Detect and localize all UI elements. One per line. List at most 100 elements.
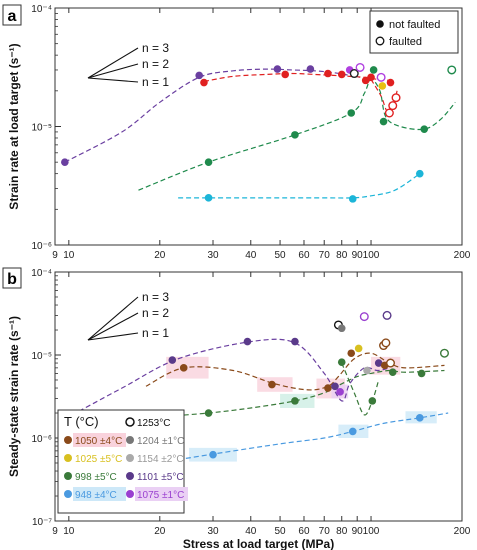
data-point-1 xyxy=(168,356,177,364)
y-tick-label: 10⁻⁵ xyxy=(31,123,52,134)
x-tick-label: 20 xyxy=(154,250,166,261)
x-tick-label: 100 xyxy=(363,250,380,261)
data-point-9 xyxy=(349,69,359,79)
y-axis-label: Steady-state strain rate (s⁻¹) xyxy=(7,316,21,477)
slope-label: n = 3 xyxy=(142,290,169,304)
temp-legend-marker-0 xyxy=(125,417,135,427)
series-line-0 xyxy=(64,68,361,163)
x-tick-label: 60 xyxy=(298,250,310,261)
temp-legend-label: 1050 ±4°C xyxy=(75,436,122,447)
data-point-25 xyxy=(388,368,397,377)
temp-legend-marker-4 xyxy=(126,454,134,462)
data-point-2 xyxy=(243,337,252,346)
data-point-14 xyxy=(376,72,386,82)
y-tick-label: 10⁻⁴ xyxy=(31,4,52,15)
data-point-23 xyxy=(337,358,346,366)
x-tick-label: 30 xyxy=(207,526,219,537)
data-point-7 xyxy=(337,70,346,79)
data-point-26 xyxy=(417,369,426,378)
data-point-28 xyxy=(209,450,217,459)
data-point-28 xyxy=(415,169,424,178)
data-point-11 xyxy=(363,366,371,375)
data-point-23 xyxy=(379,117,388,126)
data-point-17 xyxy=(384,108,394,118)
x-axis-label: Stress at load target (MPa) xyxy=(183,537,334,550)
slope-label: n = 1 xyxy=(142,326,169,340)
legend-box xyxy=(369,10,459,54)
slope-label: n = 1 xyxy=(142,75,169,89)
legend-label: faulted xyxy=(389,36,422,48)
x-tick-label: 50 xyxy=(274,526,286,537)
data-point-21 xyxy=(204,409,213,417)
data-point-1 xyxy=(195,71,203,80)
x-tick-label: 200 xyxy=(454,526,471,537)
data-point-8 xyxy=(336,388,344,396)
data-point-20 xyxy=(204,158,213,166)
data-point-26 xyxy=(204,194,213,202)
x-tick-label: 80 xyxy=(336,250,348,261)
series-line-1 xyxy=(203,72,390,83)
x-tick-label: 80 xyxy=(336,526,348,537)
data-point-6 xyxy=(324,69,332,78)
legend-marker-0 xyxy=(376,20,384,28)
slope-label: n = 3 xyxy=(142,41,169,55)
x-tick-label: 10 xyxy=(63,526,75,537)
data-point-12 xyxy=(374,359,383,367)
series-line-4 xyxy=(178,173,421,199)
x-tick-label: 200 xyxy=(454,250,471,261)
slope-label: n = 2 xyxy=(142,57,169,71)
slope-line-1 xyxy=(87,63,139,79)
data-point-15 xyxy=(378,82,387,90)
data-point-15 xyxy=(337,324,346,333)
temp-legend-bg-7 xyxy=(73,487,126,501)
x-tick-label: 70 xyxy=(319,250,331,261)
x-tick-label: 40 xyxy=(245,526,257,537)
data-point-4 xyxy=(281,70,290,79)
data-point-22 xyxy=(347,109,356,117)
legend-label: not faulted xyxy=(389,19,440,31)
x-tick-label: 50 xyxy=(274,250,286,261)
temp-legend-label: 948 ±4°C xyxy=(75,490,117,501)
data-point-3 xyxy=(273,65,282,73)
data-point-19 xyxy=(391,93,401,103)
data-point-5 xyxy=(268,380,276,389)
data-point-2 xyxy=(200,78,208,87)
panel-b: b 9 10 20 30 40 50 60 70 80 90 100 200 10⁻⁷ 10⁻⁶ 10⁻⁵ 1… xyxy=(2,267,471,550)
temp-legend-label: 1154 ±2°C xyxy=(137,454,184,465)
data-point-20 xyxy=(386,358,396,368)
data-point-25 xyxy=(447,65,457,75)
x-tick-label: 30 xyxy=(207,250,219,261)
data-point-16 xyxy=(359,312,369,322)
panel-a: a 9 10 20 30 40 50 60 70 80 90 100 200 10⁻⁶ 10⁻⁵ 10⁻⁴ S… xyxy=(2,4,471,261)
temp-legend-marker-1 xyxy=(64,436,72,444)
panel-b-letter-box xyxy=(2,267,22,289)
data-point-6 xyxy=(324,384,332,392)
x-tick-label: 70 xyxy=(319,526,331,537)
data-point-22 xyxy=(291,397,299,405)
temp-legend-marker-8 xyxy=(126,490,134,498)
data-point-27 xyxy=(348,195,357,203)
temp-legend-marker-7 xyxy=(64,490,72,498)
data-point-19 xyxy=(381,338,391,348)
data-point-3 xyxy=(291,337,299,346)
temp-legend-bg-1 xyxy=(73,433,126,447)
data-point-9 xyxy=(347,349,356,358)
temp-legend-label: 998 ±5°C xyxy=(75,472,117,483)
temp-legend-title: T (°C) xyxy=(64,414,99,429)
temp-legend-marker-3 xyxy=(64,454,72,462)
temp-legend-label: 1075 ±1°C xyxy=(137,490,184,501)
data-point-17 xyxy=(382,310,392,320)
data-point-21 xyxy=(291,131,299,139)
series-line-3 xyxy=(341,362,380,416)
panel-a-letter-box xyxy=(2,4,22,26)
x-tick-label: 9 xyxy=(52,250,58,261)
temp-legend-marker-2 xyxy=(126,436,134,444)
x-tick-label: 40 xyxy=(245,250,257,261)
panel-b-letter: b xyxy=(7,271,17,288)
series-line-3 xyxy=(138,78,456,191)
data-point-18 xyxy=(388,101,398,111)
data-point-29 xyxy=(348,427,357,436)
data-point-5 xyxy=(306,65,315,73)
y-tick-label: 10⁻⁶ xyxy=(31,434,52,445)
